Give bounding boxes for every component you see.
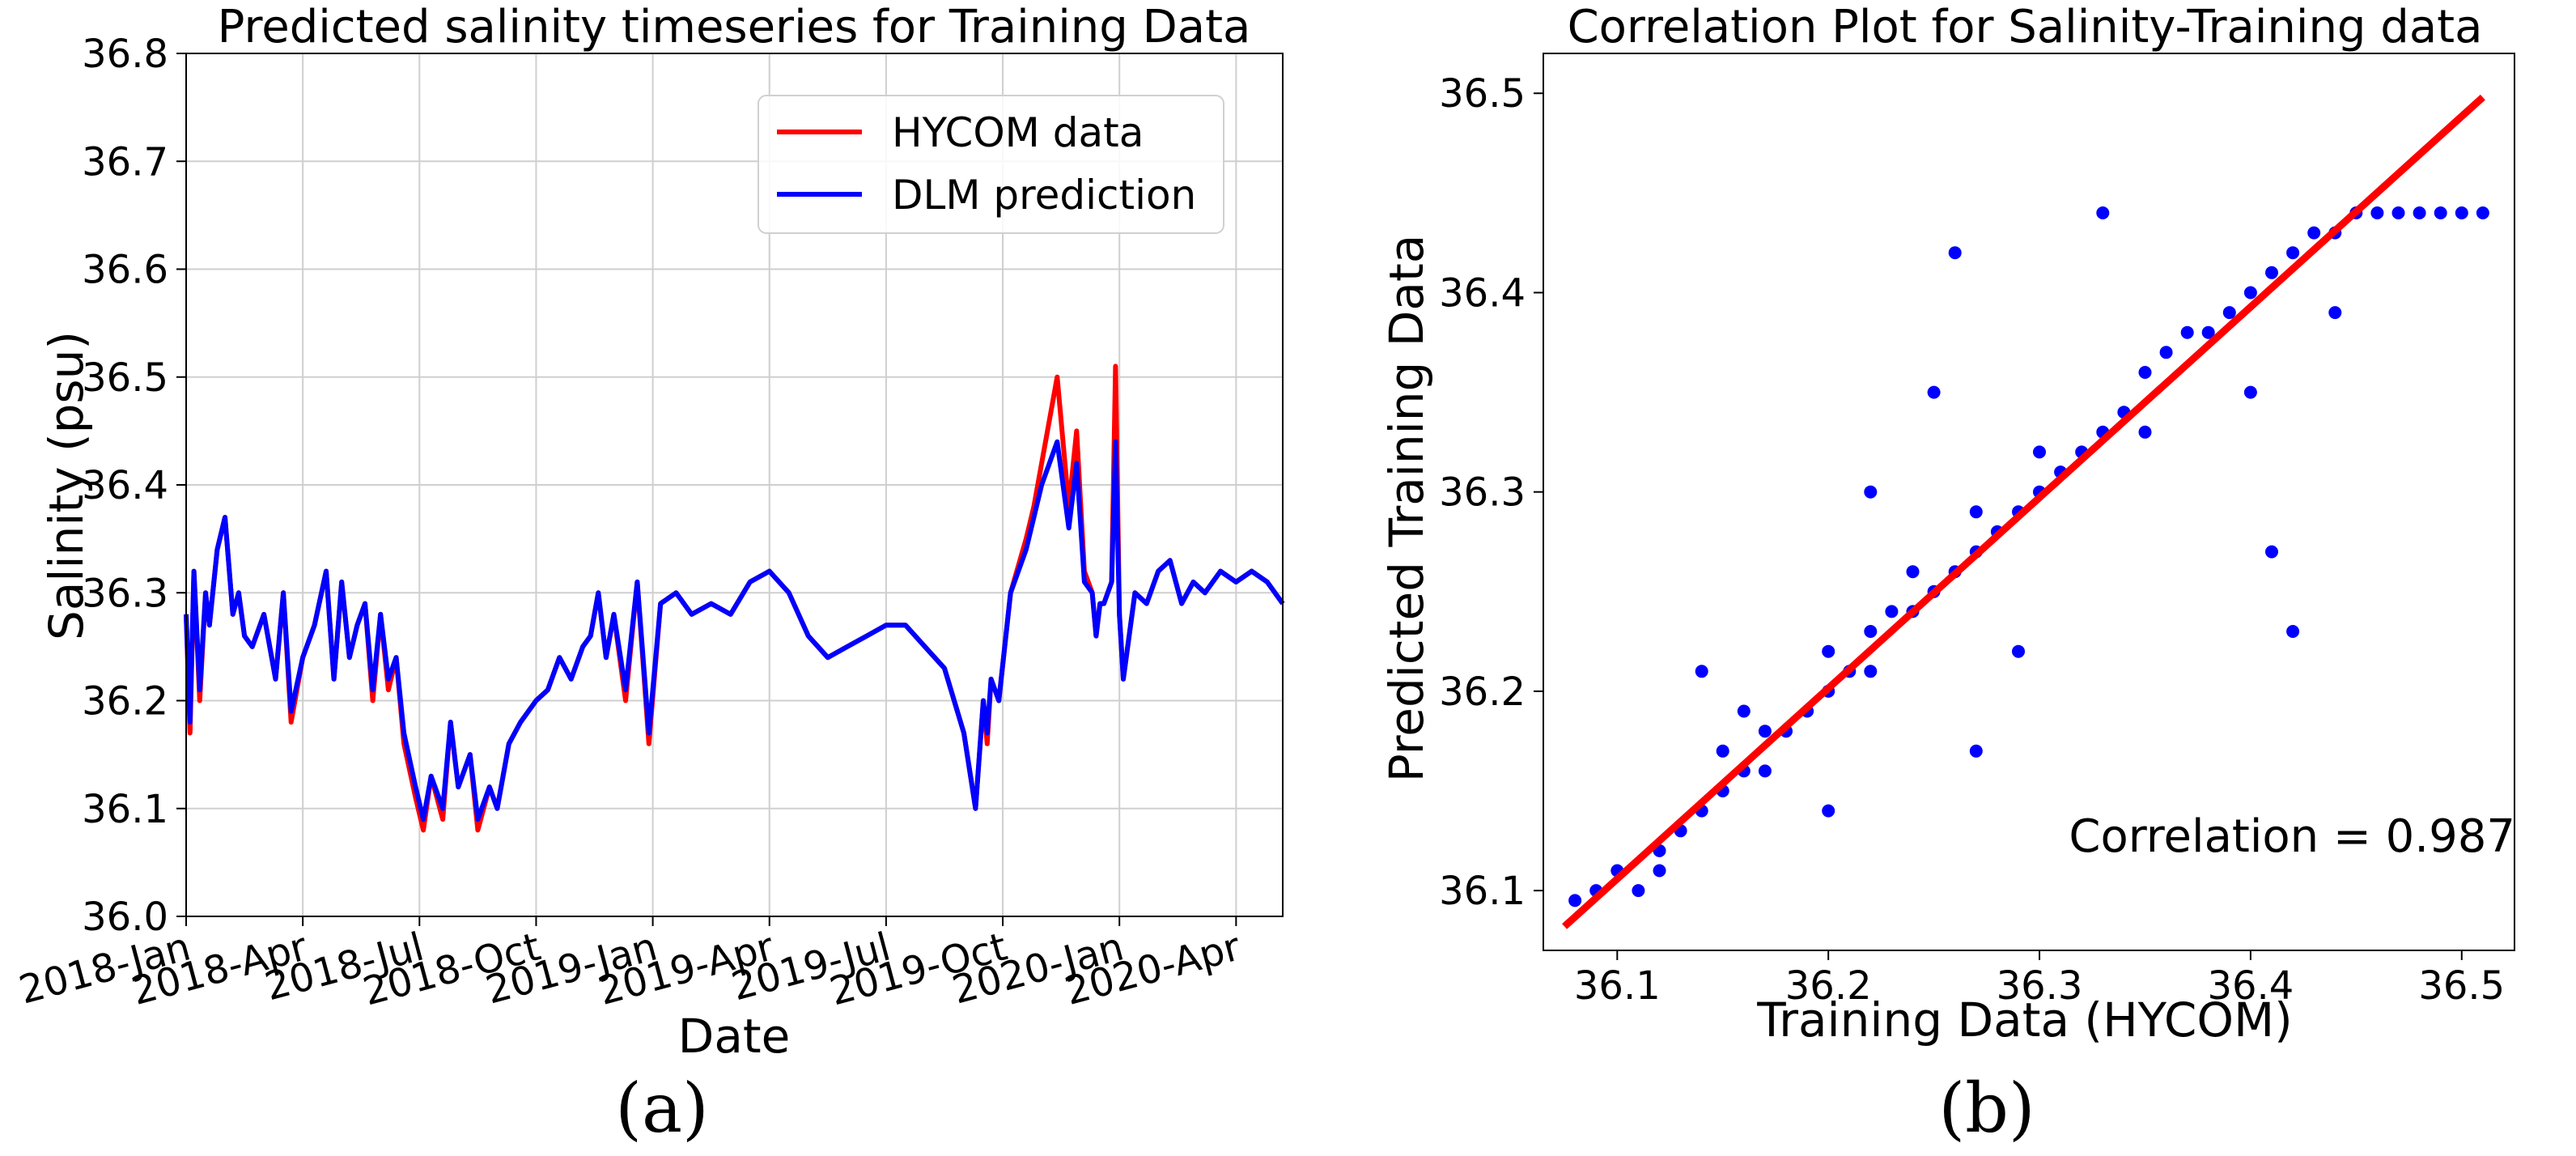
scatter-point — [1737, 704, 1751, 718]
caption-a: (a) — [615, 1069, 709, 1148]
correlation-y-tick-label: 36.1 — [1439, 869, 1526, 914]
scatter-point — [1969, 744, 1983, 758]
scatter-point — [1948, 246, 1962, 260]
scatter-point — [1653, 864, 1666, 878]
scatter-point — [2476, 206, 2489, 219]
scatter-point — [1716, 744, 1729, 758]
scatter-point — [2180, 325, 2194, 339]
scatter-point — [2286, 246, 2300, 260]
series-line-dlm — [184, 439, 1285, 822]
scatter-point — [2222, 306, 2236, 320]
scatter-point — [2138, 425, 2152, 439]
legend-label-dlm: DLM prediction — [892, 172, 1196, 219]
scatter-point — [1632, 884, 1645, 898]
correlation-x-tick-label: 36.5 — [2418, 963, 2505, 1009]
correlation-y-tick-label: 36.4 — [1439, 270, 1526, 316]
scatter-point — [1822, 644, 1835, 658]
timeseries-legend: HYCOM data DLM prediction — [758, 95, 1224, 234]
timeseries-title: Predicted salinity timeseries for Traini… — [218, 1, 1251, 53]
scatter-point — [1758, 764, 1772, 778]
scatter-point — [2243, 286, 2257, 300]
scatter-point — [1864, 485, 1878, 499]
scatter-point — [2413, 206, 2426, 219]
correlation-panel: 36.136.236.336.436.5 36.1 36.2 36.3 36.4 36.… — [1379, 1, 2515, 1148]
caption-b: (b) — [1938, 1069, 2035, 1148]
correlation-x-ticks: 36.1 36.2 36.3 36.4 36.5 — [1574, 950, 2505, 1009]
correlation-y-tick-label: 36.2 — [1439, 669, 1526, 715]
scatter-point — [2138, 366, 2152, 379]
correlation-x-tick-label: 36.4 — [2207, 963, 2294, 1009]
scatter-point — [1822, 804, 1835, 818]
timeseries-y-tick-label: 36.3 — [82, 571, 168, 616]
scatter-point — [1927, 385, 1941, 399]
scatter-point — [2391, 206, 2405, 219]
scatter-point — [2434, 206, 2447, 219]
legend-label-hycom: HYCOM data — [892, 109, 1144, 156]
timeseries-series — [184, 363, 1285, 833]
correlation-title: Correlation Plot for Salinity-Training d… — [1568, 1, 2483, 53]
regression-line — [1562, 94, 2485, 929]
correlation-y-ticks: 36.1 36.2 36.3 36.4 36.5 — [1439, 71, 1543, 914]
scatter-point — [1758, 725, 1772, 738]
timeseries-y-ticks: 36.0 36.1 36.2 36.3 36.4 36.5 36.6 36.7 36.8 — [82, 32, 186, 940]
scatter-point — [2201, 325, 2215, 339]
legend-box — [758, 95, 1224, 234]
timeseries-y-tick-label: 36.1 — [82, 787, 168, 832]
scatter-point — [2370, 206, 2384, 219]
scatter-point — [2159, 346, 2173, 359]
correlation-y-tick-label: 36.3 — [1439, 470, 1526, 516]
scatter-point — [2286, 625, 2300, 638]
scatter-point — [2096, 206, 2110, 219]
timeseries-y-label: Salinity (psu) — [39, 331, 94, 640]
timeseries-y-tick-label: 36.5 — [82, 355, 168, 401]
scatter-point — [2455, 206, 2468, 219]
timeseries-y-tick-label: 36.7 — [82, 139, 168, 185]
timeseries-x-label: Date — [678, 1009, 791, 1064]
scatter-point — [1568, 894, 1582, 907]
scatter-point — [2243, 385, 2257, 399]
correlation-x-tick-label: 36.1 — [1574, 963, 1661, 1009]
timeseries-panel: 36.0 36.1 36.2 36.3 36.4 36.5 36.6 36.7 36.8 201… — [15, 1, 1285, 1148]
scatter-point — [1864, 625, 1878, 638]
scatter-point — [2328, 306, 2342, 320]
correlation-x-tick-label: 36.3 — [1997, 963, 2083, 1009]
scatter-point — [2033, 445, 2046, 459]
correlation-y-label: Predicted Training Data — [1379, 235, 1434, 783]
correlation-x-tick-label: 36.2 — [1785, 963, 1872, 1009]
timeseries-y-tick-label: 36.2 — [82, 679, 168, 725]
scatter-point — [2307, 226, 2321, 240]
scatter-point — [1969, 505, 1983, 519]
timeseries-y-tick-label: 36.6 — [82, 248, 168, 293]
scatter-point — [2265, 545, 2278, 559]
correlation-y-tick-label: 36.5 — [1439, 71, 1526, 117]
timeseries-y-tick-label: 36.0 — [82, 895, 168, 940]
scatter-point — [2265, 266, 2278, 279]
timeseries-y-tick-label: 36.8 — [82, 32, 168, 77]
scatter-point — [1906, 565, 1920, 579]
scatter-point — [2012, 644, 2025, 658]
correlation-x-label: Training Data (HYCOM) — [1756, 992, 2293, 1048]
timeseries-x-ticks: 2018-Jan2018-Apr2018-Jul2018-Oct2019-Jan… — [15, 916, 1246, 1015]
correlation-plot-frame — [1543, 53, 2515, 951]
scatter-point — [1695, 665, 1708, 678]
scatter-point — [1885, 605, 1899, 618]
timeseries-y-tick-label: 36.4 — [82, 463, 168, 508]
scatter-point — [1864, 665, 1878, 678]
correlation-annotation: Correlation = 0.987 — [2069, 810, 2515, 863]
